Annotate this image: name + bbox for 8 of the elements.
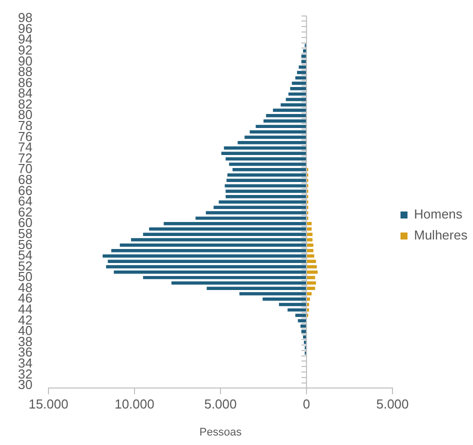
x-tick-label: 5.000	[204, 396, 237, 412]
x-tick-label: 0	[302, 396, 310, 412]
x-tick-label: 15.000	[28, 396, 68, 412]
x-tick-label: 5.000	[376, 396, 409, 412]
x-axis-title: Pessoas	[199, 426, 242, 438]
legend-label: Mulheres	[414, 228, 468, 243]
x-tick-label: 10.000	[114, 396, 154, 412]
legend-label: Homens	[414, 206, 463, 222]
